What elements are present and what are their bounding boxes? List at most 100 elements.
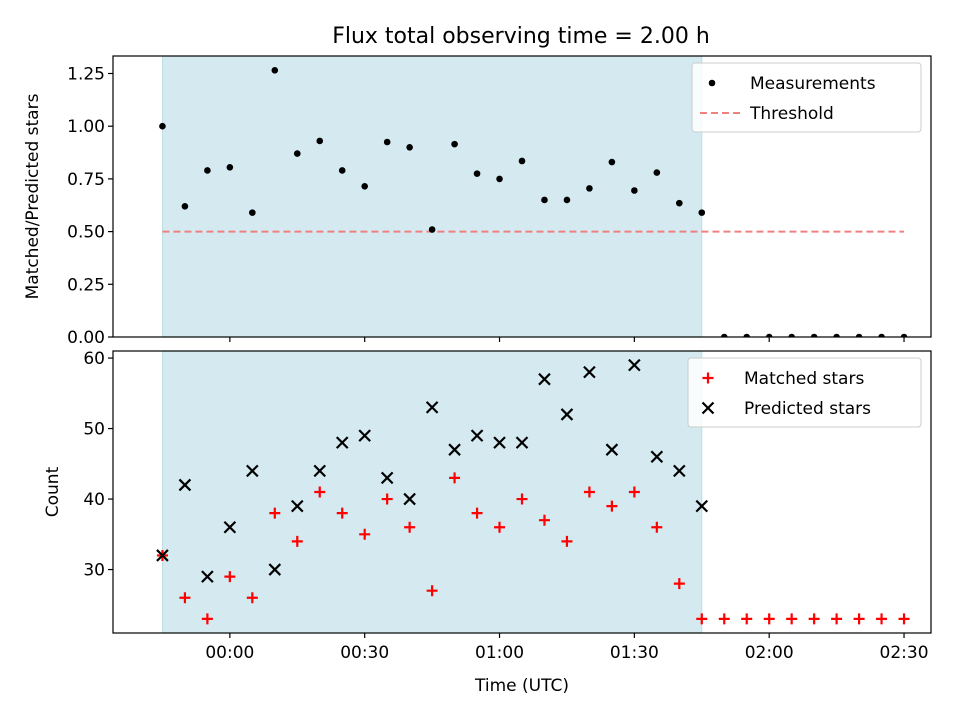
xlabel: Time (UTC) (474, 676, 569, 696)
top-point (631, 187, 638, 194)
bottom-predicted-point (493, 436, 506, 449)
top-point (586, 185, 593, 192)
top-point (293, 150, 301, 157)
bottom-matched-point (471, 507, 483, 519)
bottom-matched-point (426, 585, 438, 597)
top-point (608, 158, 616, 166)
legend-label: Predicted stars (744, 399, 871, 419)
top-point (428, 226, 436, 233)
bottom-predicted-point (470, 429, 484, 442)
bottom-predicted-point (268, 563, 282, 576)
bottom-matched-point (516, 493, 528, 505)
top-point (361, 182, 368, 190)
top-axes-frame (112, 55, 932, 338)
top-point (181, 203, 189, 210)
bottom-matched-point (583, 486, 595, 498)
bottom-ytick-label: 50 (83, 420, 105, 440)
legend-matched-marker (702, 372, 714, 384)
legend-measurements-marker (708, 79, 716, 87)
bottom-matched-point (269, 507, 281, 519)
xtick-label: 02:30 (880, 643, 929, 663)
top-ytick-label: 0.00 (67, 328, 105, 348)
bottom-matched-point (314, 486, 326, 498)
bottom-matched-point (786, 613, 798, 625)
top-ylabel: Matched/Predicted stars (23, 93, 43, 299)
bottom-matched-point (651, 521, 663, 533)
top-point (810, 333, 818, 337)
top-point (720, 333, 728, 337)
bottom-predicted-point (515, 436, 529, 449)
top-point (878, 333, 885, 337)
top-point (451, 140, 458, 148)
top-ytick-label: 1.00 (67, 117, 105, 137)
bottom-matched-point (763, 613, 775, 625)
top-point (473, 170, 481, 177)
top-point (226, 164, 234, 171)
bottom-axes-frame (112, 350, 932, 634)
xtick-label: 01:00 (475, 643, 524, 663)
top-point (900, 333, 908, 337)
top-legend (691, 62, 922, 133)
legend-label: Measurements (750, 74, 876, 94)
bottom-legend (687, 357, 922, 428)
top-ytick-label: 0.25 (67, 275, 105, 295)
top-point (316, 137, 324, 145)
chart-title: Flux total observing time = 2.00 h (332, 24, 710, 49)
bottom-predicted-point (358, 429, 371, 442)
bottom-predicted-point (673, 464, 686, 478)
bottom-matched-point (381, 493, 393, 505)
top-point (204, 167, 211, 174)
top-ytick-label: 0.75 (67, 170, 105, 190)
top-point (496, 175, 503, 183)
bottom-matched-point (876, 613, 888, 625)
top-point (743, 333, 751, 337)
top-point (338, 167, 346, 174)
bottom-predicted-point (538, 372, 551, 386)
top-point (159, 122, 166, 130)
bottom-matched-point (853, 613, 865, 625)
top-point (698, 209, 706, 216)
top-point (383, 138, 391, 146)
bottom-predicted-point (223, 520, 237, 534)
top-point (518, 157, 526, 165)
bottom-matched-point (808, 613, 820, 625)
bottom-predicted-point (628, 358, 641, 372)
bottom-ytick-label: 60 (83, 349, 105, 369)
bottom-predicted-point (560, 408, 574, 421)
bottom-predicted-point (313, 464, 327, 478)
xtick-label: 00:30 (340, 643, 389, 663)
top-point (676, 199, 683, 207)
top-ytick-label: 0.50 (67, 223, 105, 243)
bottom-matched-point (561, 535, 573, 547)
bottom-matched-point (224, 571, 236, 583)
top-point (541, 196, 548, 204)
bottom-matched-point (291, 535, 303, 547)
xtick-label: 00:00 (205, 643, 254, 663)
bottom-predicted-point (650, 450, 664, 464)
xtick-label: 02:00 (745, 643, 794, 663)
bottom-matched-point (538, 514, 550, 526)
bottom-predicted-point (156, 549, 169, 562)
bottom-matched-point (404, 521, 416, 533)
bottom-matched-point (628, 486, 640, 498)
bottom-predicted-point (335, 436, 349, 449)
bottom-matched-point (179, 592, 191, 604)
bottom-matched-point (494, 521, 506, 533)
bottom-predicted-point (425, 401, 439, 414)
top-plot-area (159, 67, 908, 337)
top-point (765, 333, 773, 337)
bottom-ytick-label: 40 (83, 490, 105, 510)
xtick-label: 01:30 (610, 643, 659, 663)
bottom-matched-point (673, 578, 685, 590)
top-point (788, 333, 795, 337)
legend-label: Threshold (749, 104, 834, 124)
top-point (653, 169, 661, 176)
top-point (406, 143, 413, 151)
bottom-matched-point (831, 613, 843, 625)
top-point (855, 333, 863, 337)
bottom-matched-point (741, 613, 753, 625)
bottom-matched-point (201, 613, 213, 625)
bottom-matched-point (359, 528, 371, 540)
legend-predicted-marker (701, 401, 715, 415)
